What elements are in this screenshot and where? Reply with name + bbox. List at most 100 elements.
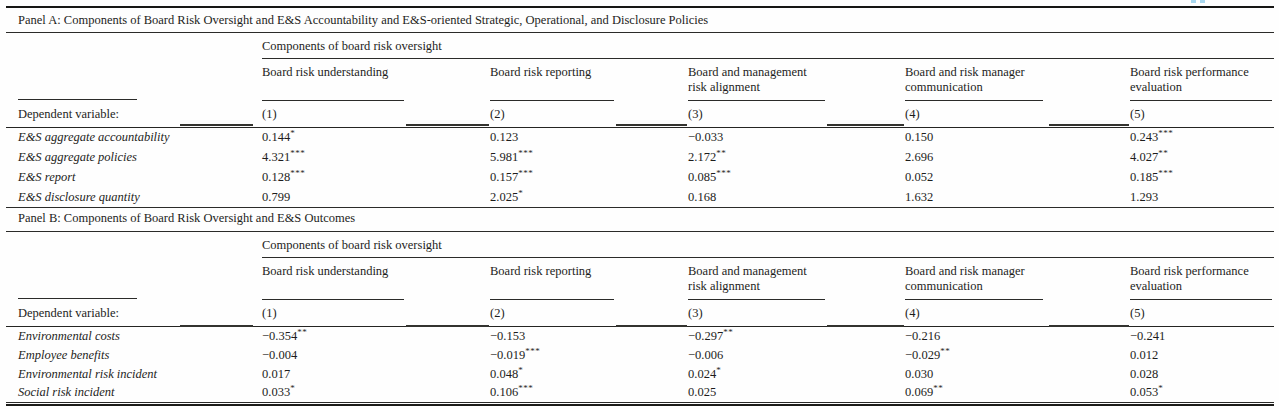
- rule-segment: [616, 325, 687, 327]
- coefficient-cell: −0.006: [688, 346, 905, 365]
- coefficient-value: −0.029: [905, 348, 940, 362]
- coefficient-value: 4.027: [1130, 150, 1158, 164]
- coefficient-value: −0.004: [262, 348, 297, 362]
- coefficient-cell: −0.241: [1130, 327, 1274, 346]
- coefficient-cell: 0.028: [1130, 365, 1274, 384]
- rule-segment: [406, 325, 489, 327]
- panel-a-table: Panel A: Components of Board Risk Oversi…: [6, 6, 1274, 208]
- coefficient-cell: 1.632: [905, 188, 1130, 208]
- rule-segment: [616, 124, 687, 126]
- table-bottom-rule: [6, 404, 1274, 406]
- coefficient-value: 0.144: [262, 130, 290, 144]
- row-label: Employee benefits: [6, 346, 262, 365]
- coefficient-value: 2.025: [490, 190, 518, 204]
- significance-stars: *: [518, 188, 523, 198]
- coefficient-value: −0.241: [1130, 329, 1165, 343]
- column-header-label: Board risk understanding: [262, 65, 490, 80]
- rule-segment: [1049, 124, 1129, 126]
- row-label: E&S disclosure quantity: [6, 188, 262, 208]
- column-header-4: Board and risk managercommunication: [905, 257, 1130, 300]
- coefficient-value: −0.153: [490, 329, 525, 343]
- coefficient-value: 0.048: [490, 367, 518, 381]
- header-underline: [490, 100, 614, 101]
- row-label: E&S aggregate accountability: [6, 128, 262, 148]
- coefficient-cell: 0.024*: [688, 365, 905, 384]
- coefficient-cell: 0.085***: [688, 168, 905, 188]
- coefficient-cell: 0.017: [262, 365, 490, 384]
- coefficient-value: 5.981: [490, 150, 518, 164]
- coefficient-value: 0.028: [1130, 367, 1158, 381]
- column-header-label: Board and risk manager: [905, 65, 1130, 80]
- coefficient-cell: −0.033: [688, 128, 905, 148]
- stub-header-cell: [6, 58, 262, 101]
- column-number-3: (3): [688, 300, 905, 327]
- column-header-5: Board risk performanceevaluation: [1130, 257, 1274, 300]
- column-header-label: Board and management: [688, 65, 905, 80]
- table-row: E&S disclosure quantity 0.799 2.025* 0.1…: [6, 188, 1274, 208]
- significance-stars: ***: [518, 383, 533, 393]
- coefficient-value: 2.696: [905, 150, 933, 164]
- coefficient-cell: −0.354**: [262, 327, 490, 346]
- coefficient-cell: 0.052: [905, 168, 1130, 188]
- column-number-2: (2): [490, 300, 688, 327]
- coefficient-cell: 2.172**: [688, 148, 905, 168]
- coefficient-value: 0.030: [905, 367, 933, 381]
- cropped-link-fragment: [1200, 0, 1205, 3]
- rule-segment: [180, 325, 253, 327]
- column-header-label-line2: evaluation: [1130, 80, 1274, 95]
- table-row: Environmental risk incident 0.017 0.048*…: [6, 365, 1274, 384]
- coefficient-value: −0.354: [262, 329, 297, 343]
- column-header-label: Board and management: [688, 264, 905, 279]
- column-header-4: Board and risk managercommunication: [905, 58, 1130, 101]
- coefficient-cell: 1.293: [1130, 188, 1274, 208]
- coefficient-value: 2.172: [688, 150, 716, 164]
- column-header-label: Board risk performance: [1130, 264, 1274, 279]
- column-header-label: Board and risk manager: [905, 264, 1130, 279]
- significance-stars: *: [518, 364, 523, 374]
- column-header-label: Board risk understanding: [262, 264, 490, 279]
- coefficient-cell: 0.185***: [1130, 168, 1274, 188]
- header-underline: [490, 299, 614, 300]
- coefficient-cell: −0.029**: [905, 346, 1130, 365]
- panel-b-title: Panel B: Components of Board Risk Oversi…: [6, 206, 1274, 231]
- header-underline: [688, 100, 825, 101]
- significance-stars: ***: [716, 168, 731, 178]
- coefficient-cell: 4.321***: [262, 148, 490, 168]
- coefficient-value: 0.017: [262, 367, 290, 381]
- column-header-label: Board risk reporting: [490, 65, 688, 80]
- cropped-link-fragment: [1191, 0, 1196, 3]
- coefficient-cell: 0.053*: [1130, 384, 1274, 403]
- coefficient-value: 0.106: [490, 385, 518, 399]
- column-number-5: (5): [1130, 300, 1274, 327]
- rule-segment: [1049, 325, 1129, 327]
- dependent-variable-label: Dependent variable:: [6, 300, 262, 327]
- coefficient-cell: 0.150: [905, 128, 1130, 148]
- panel-b-title-row: Panel B: Components of Board Risk Oversi…: [6, 206, 1274, 231]
- column-header-1: Board risk understanding: [262, 58, 490, 101]
- coefficient-value: 4.321: [262, 150, 290, 164]
- coefficient-cell: 0.106***: [490, 384, 688, 403]
- dependent-variable-row: Dependent variable: (1) (2) (3) (4) (5): [6, 300, 1274, 327]
- coefficient-value: 0.025: [688, 385, 716, 399]
- coefficient-value: 0.799: [262, 190, 290, 204]
- coefficient-value: 0.024: [688, 367, 716, 381]
- coefficient-value: −0.297: [688, 329, 723, 343]
- significance-stars: **: [940, 345, 950, 355]
- row-label: E&S aggregate policies: [6, 148, 262, 168]
- coefficient-cell: 0.069**: [905, 384, 1130, 403]
- row-label: Social risk incident: [6, 384, 262, 403]
- coefficient-value: 0.157: [490, 170, 518, 184]
- column-header-label-line2: risk alignment: [688, 80, 905, 95]
- column-header-5: Board risk performanceevaluation: [1130, 58, 1274, 101]
- coefficient-value: 0.243: [1130, 130, 1158, 144]
- panel-a-title: Panel A: Components of Board Risk Oversi…: [6, 7, 1274, 32]
- significance-stars: ***: [290, 168, 305, 178]
- coefficient-value: 0.168: [688, 190, 716, 204]
- column-number-4: (4): [905, 300, 1130, 327]
- coefficient-cell: 4.027**: [1130, 148, 1274, 168]
- coefficient-value: 0.185: [1130, 170, 1158, 184]
- column-header-label: Board risk reporting: [490, 264, 688, 279]
- table-row: E&S aggregate policies 4.321*** 5.981***…: [6, 148, 1274, 168]
- coefficient-cell: 0.157***: [490, 168, 688, 188]
- coefficient-value: 0.123: [490, 130, 518, 144]
